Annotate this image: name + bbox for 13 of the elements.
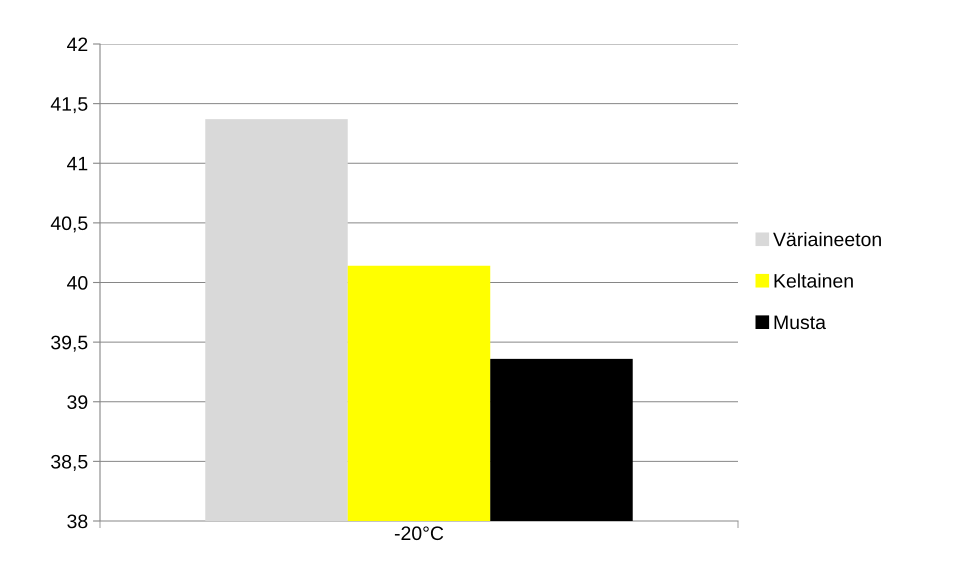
y-tick-label: 38 (67, 514, 88, 528)
y-tick-label: 40,5 (50, 216, 88, 232)
y-tick-label: 41 (67, 156, 88, 170)
legend-label: Keltainen (774, 273, 853, 288)
legend-label: Väriaineeton (773, 232, 881, 246)
y-tick-label: 39 (67, 395, 88, 409)
x-tick-label: -20°C (394, 526, 444, 540)
y-tick-label: 38,5 (51, 454, 88, 471)
y-tick-label: 42 (67, 37, 88, 52)
y-tick-label: 40 (67, 276, 88, 290)
legend-label: Musta (774, 316, 826, 330)
y-tick-label: 41,5 (50, 97, 88, 114)
y-tick-label: 39,5 (51, 336, 88, 352)
